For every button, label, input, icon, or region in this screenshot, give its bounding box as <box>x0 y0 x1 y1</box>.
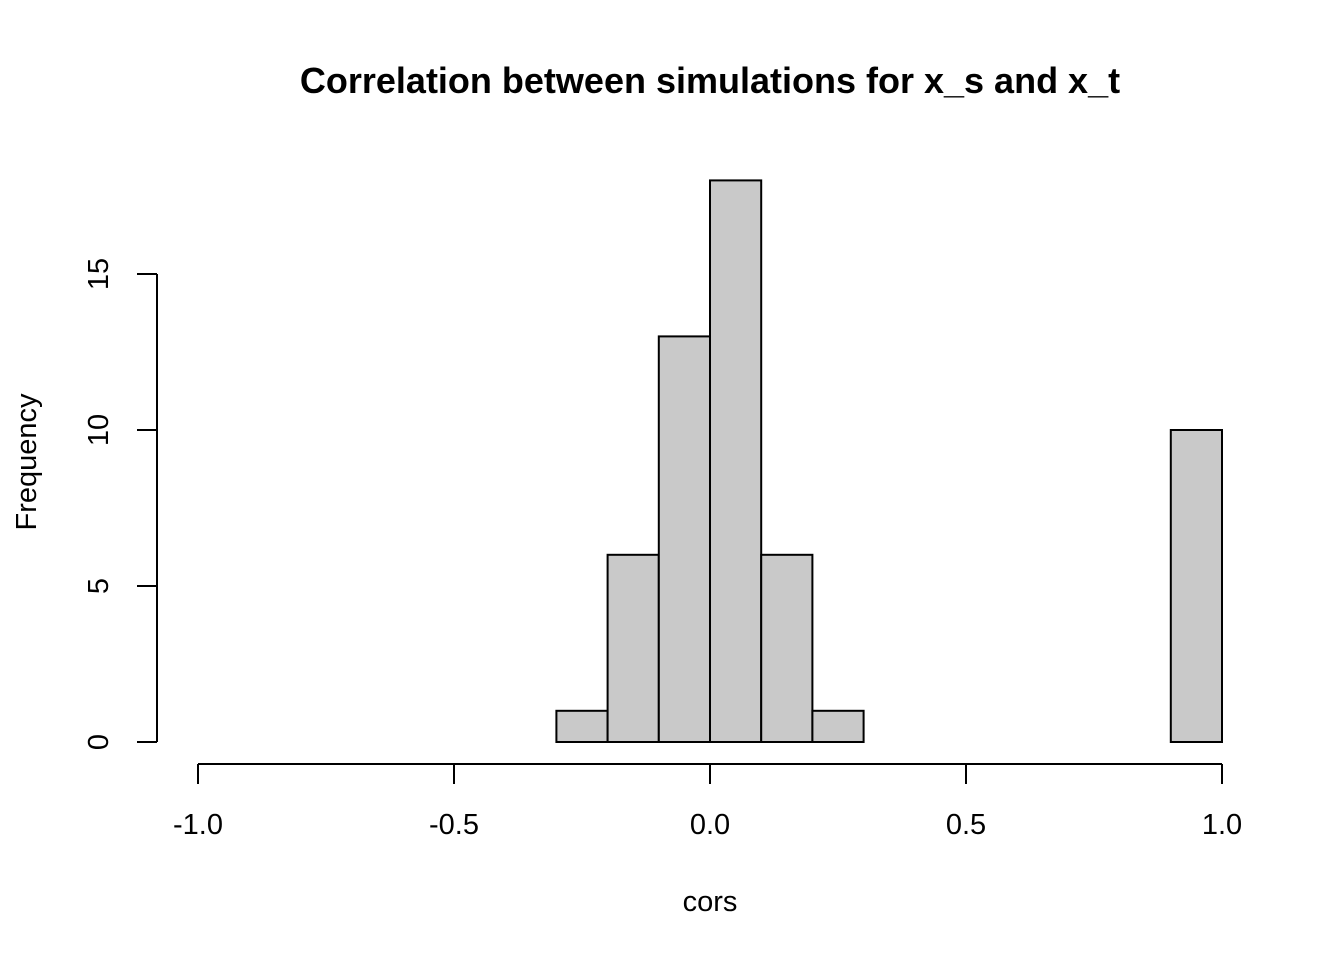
histogram-bar <box>606 553 660 743</box>
x-tick-label: 1.0 <box>1202 809 1242 841</box>
chart-title: Correlation between simulations for x_s … <box>300 60 1120 101</box>
x-axis: -1.0 -0.5 0.0 0.5 1.0 <box>173 763 1242 841</box>
y-axis-label: Frequency <box>11 393 43 531</box>
y-tick-label: 5 <box>83 578 115 594</box>
x-tick-label: -0.5 <box>429 809 479 841</box>
y-tick-label: 15 <box>83 258 115 290</box>
y-tick-label: 10 <box>83 414 115 446</box>
histogram-bar <box>1169 429 1224 743</box>
histogram-bar <box>709 179 763 743</box>
y-axis: 0 5 10 15 <box>83 258 158 750</box>
x-tick-label: 0.5 <box>946 809 986 841</box>
y-tick-label: 0 <box>83 734 115 750</box>
x-tick-label: 0.0 <box>690 809 730 841</box>
histogram-bar <box>760 553 814 743</box>
histogram-bar <box>657 335 711 743</box>
bars-group <box>555 179 1224 743</box>
x-axis-label: cors <box>683 886 738 918</box>
x-tick-label: -1.0 <box>173 809 223 841</box>
histogram-bar <box>555 709 609 743</box>
histogram-bar <box>811 709 865 743</box>
